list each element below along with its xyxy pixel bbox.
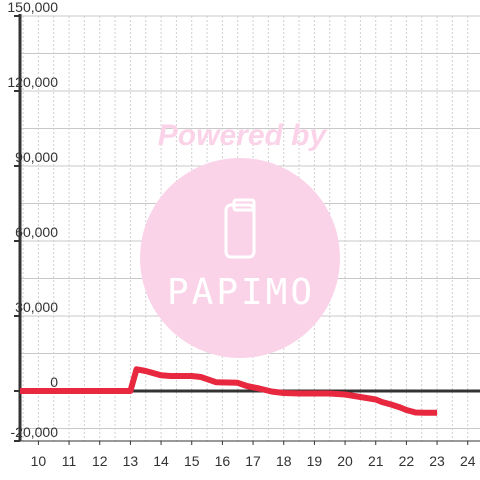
- y-tick-label: 120,000: [7, 74, 58, 90]
- watermark-caption: Powered by: [158, 119, 328, 152]
- series-layer: [20, 366, 438, 416]
- y-tick-label: 90,000: [15, 149, 58, 165]
- x-tick-label: 18: [276, 453, 292, 469]
- y-tick-label: 60,000: [15, 224, 58, 240]
- x-tick-label: 10: [31, 453, 47, 469]
- x-tick-label: 20: [337, 453, 353, 469]
- x-tick-label: 11: [62, 453, 77, 469]
- tick-labels: -20,000 0 30,000 60,000 90,000 120,000 150,000…: [7, 0, 475, 469]
- x-tick-label: 17: [245, 453, 261, 469]
- x-tick-label: 22: [399, 453, 415, 469]
- watermark-logo-text: PAPIMO: [167, 272, 315, 313]
- x-tick-label: 16: [215, 453, 231, 469]
- powered-by-papimo-watermark: Powered by PAPIMO: [140, 119, 340, 358]
- y-tick-label: 0: [50, 374, 58, 390]
- y-tick-label: 30,000: [15, 299, 58, 315]
- x-tick-label: 15: [184, 453, 200, 469]
- x-tick-label: 19: [307, 453, 323, 469]
- x-tick-label: 24: [460, 453, 476, 469]
- series-line-0: [20, 366, 438, 416]
- x-tick-label: 14: [153, 453, 169, 469]
- x-tick-label: 12: [92, 453, 108, 469]
- x-tick-label: 23: [429, 453, 445, 469]
- y-tick-label: -20,000: [11, 424, 59, 440]
- y-tick-label: 150,000: [7, 0, 58, 15]
- x-tick-label: 13: [123, 453, 139, 469]
- x-tick-label: 21: [368, 453, 384, 469]
- phone-icon: [224, 198, 256, 259]
